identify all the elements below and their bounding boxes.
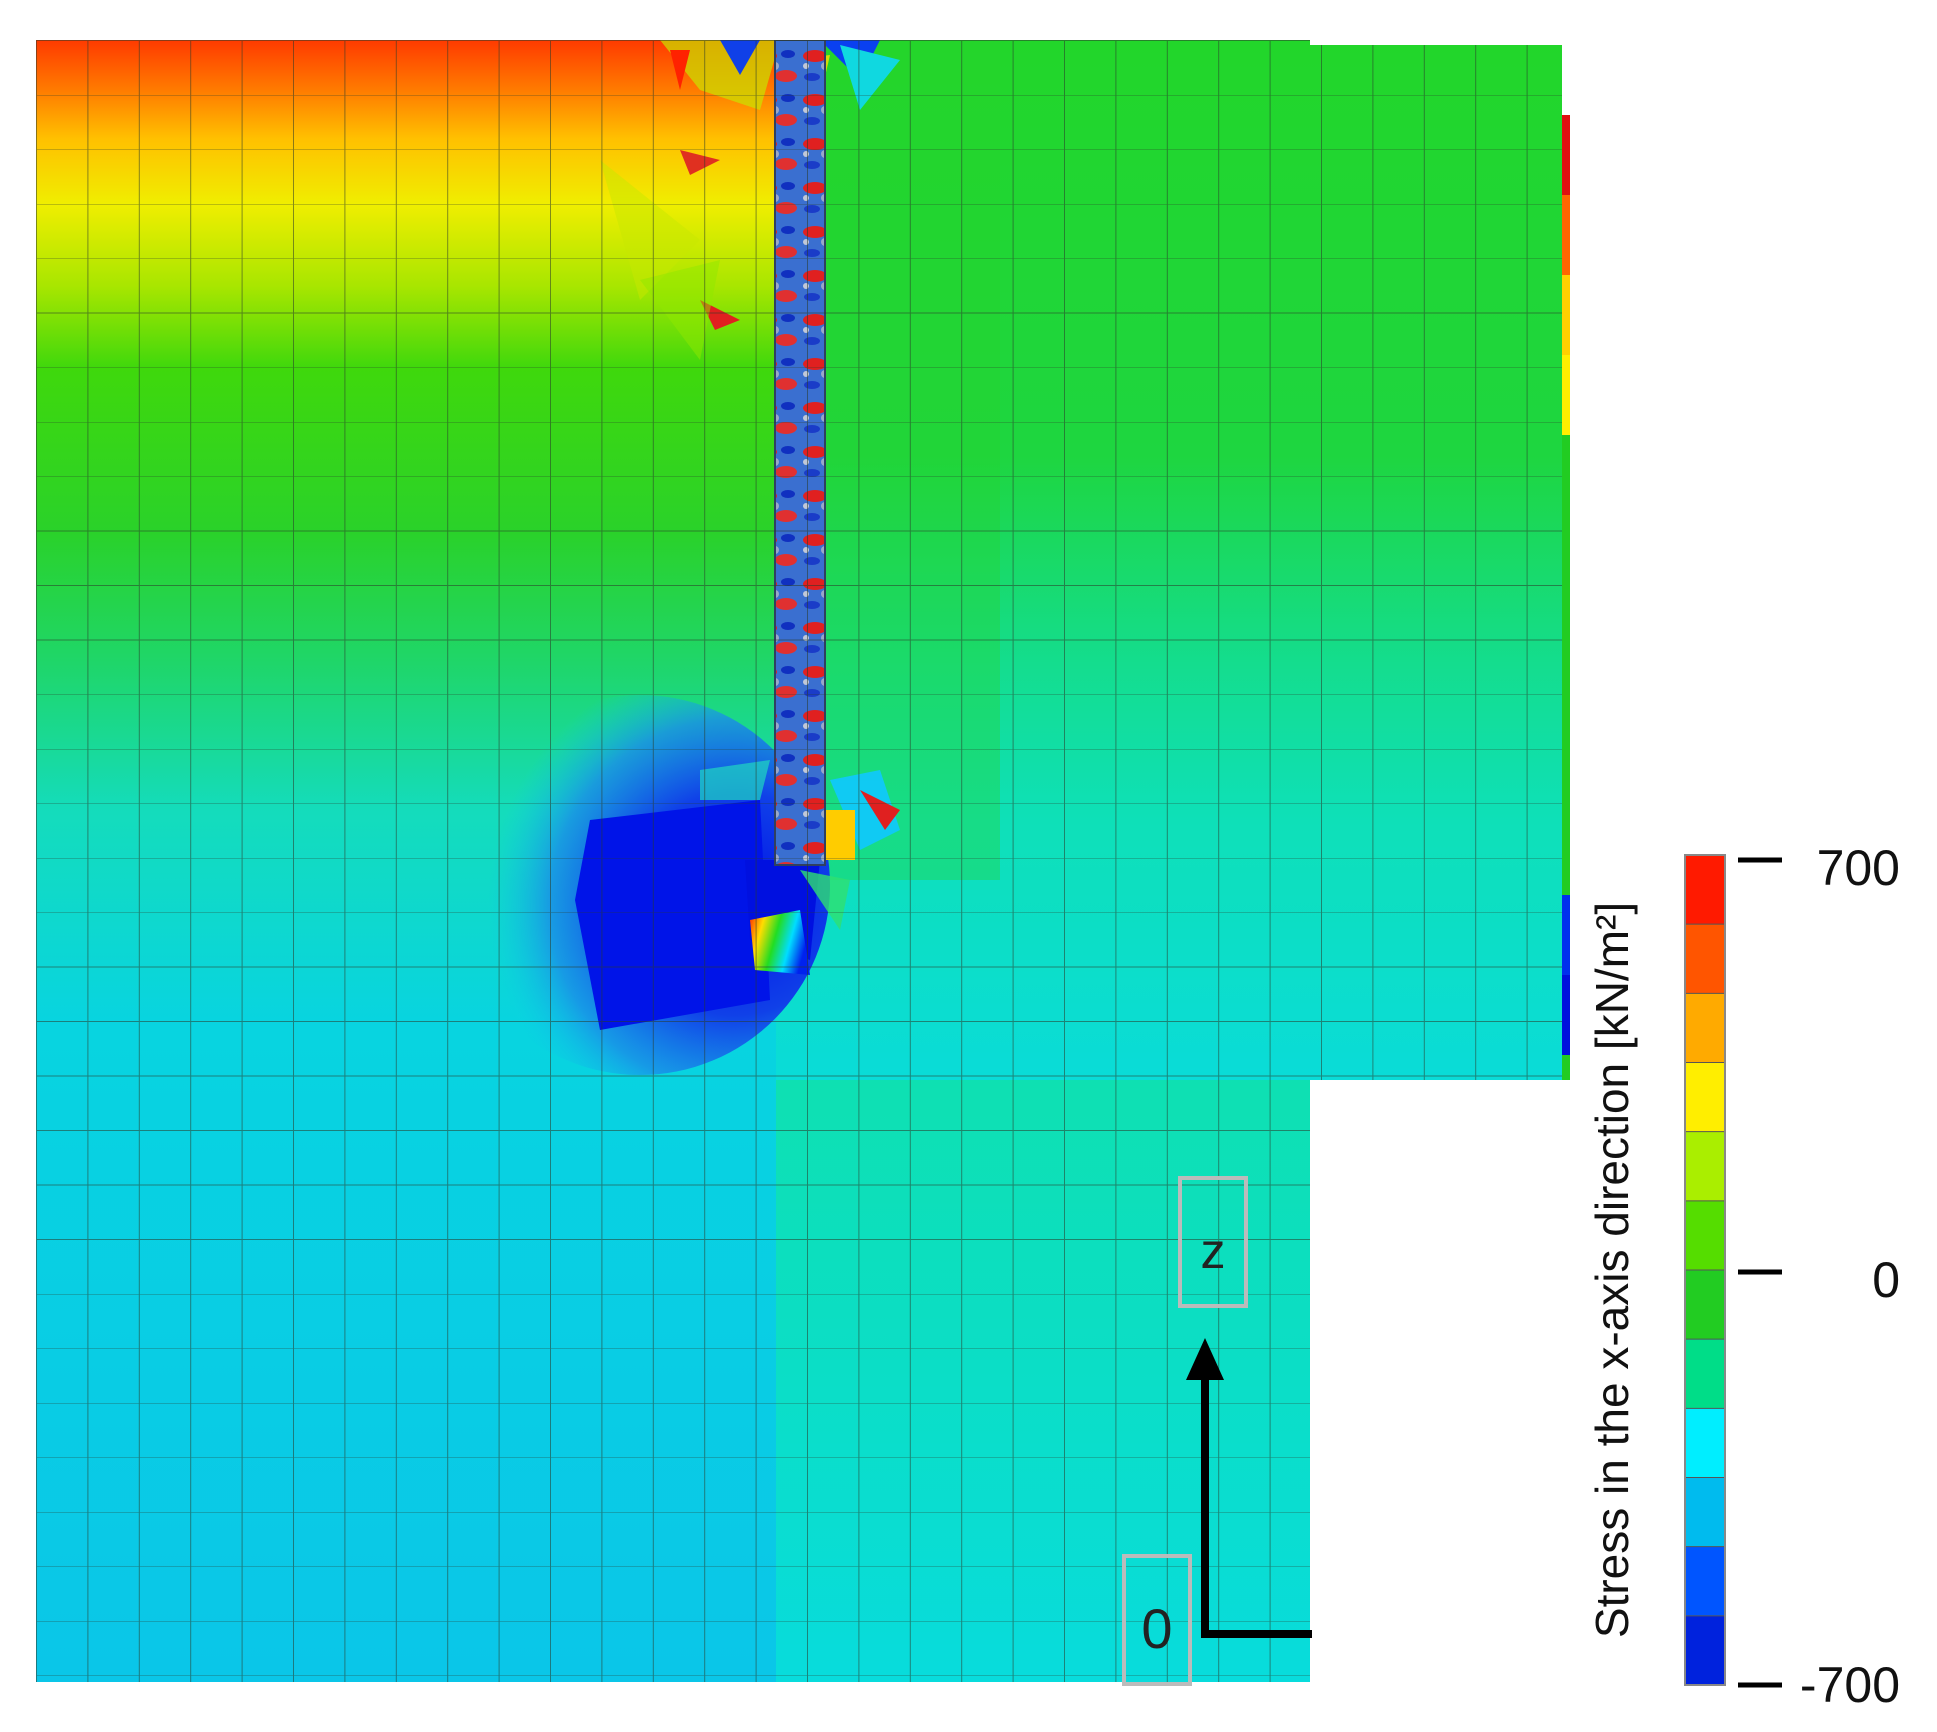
legend-band <box>1685 1200 1725 1271</box>
legend-bar-frame <box>1684 854 1726 1686</box>
contour-field <box>36 40 1562 1682</box>
legend-band <box>1685 1477 1725 1548</box>
legend-band <box>1685 993 1725 1063</box>
legend-band <box>1685 855 1725 925</box>
legend-max-label: 700 <box>1817 840 1900 896</box>
origin-label: 0 <box>1141 1597 1172 1660</box>
legend-min-label: -700 <box>1800 1657 1900 1713</box>
side-scale-strip <box>1562 115 1570 1080</box>
z-axis-label: z <box>1201 1223 1226 1279</box>
z-axis-arrowhead <box>1186 1338 1224 1380</box>
legend-color-bar <box>1685 854 1725 1686</box>
legend-band <box>1685 1270 1725 1340</box>
legend-band <box>1685 1339 1725 1409</box>
legend-band <box>1685 1546 1725 1617</box>
legend-band <box>1685 1408 1725 1478</box>
legend-title: Stress in the x-axis direction [kN/m²] <box>1586 902 1638 1638</box>
legend-band <box>1685 1615 1725 1686</box>
legend-band <box>1685 924 1725 994</box>
axis-indicator: z 0 <box>1122 1176 1312 1686</box>
z-label-box <box>1178 1176 1248 1308</box>
legend-band <box>1685 1131 1725 1202</box>
legend: 700 0 -700 Stress in the x-axis directio… <box>1586 840 1900 1713</box>
origin-label-box <box>1122 1554 1192 1686</box>
legend-mid-label: 0 <box>1872 1252 1900 1308</box>
legend-band <box>1685 1062 1725 1133</box>
